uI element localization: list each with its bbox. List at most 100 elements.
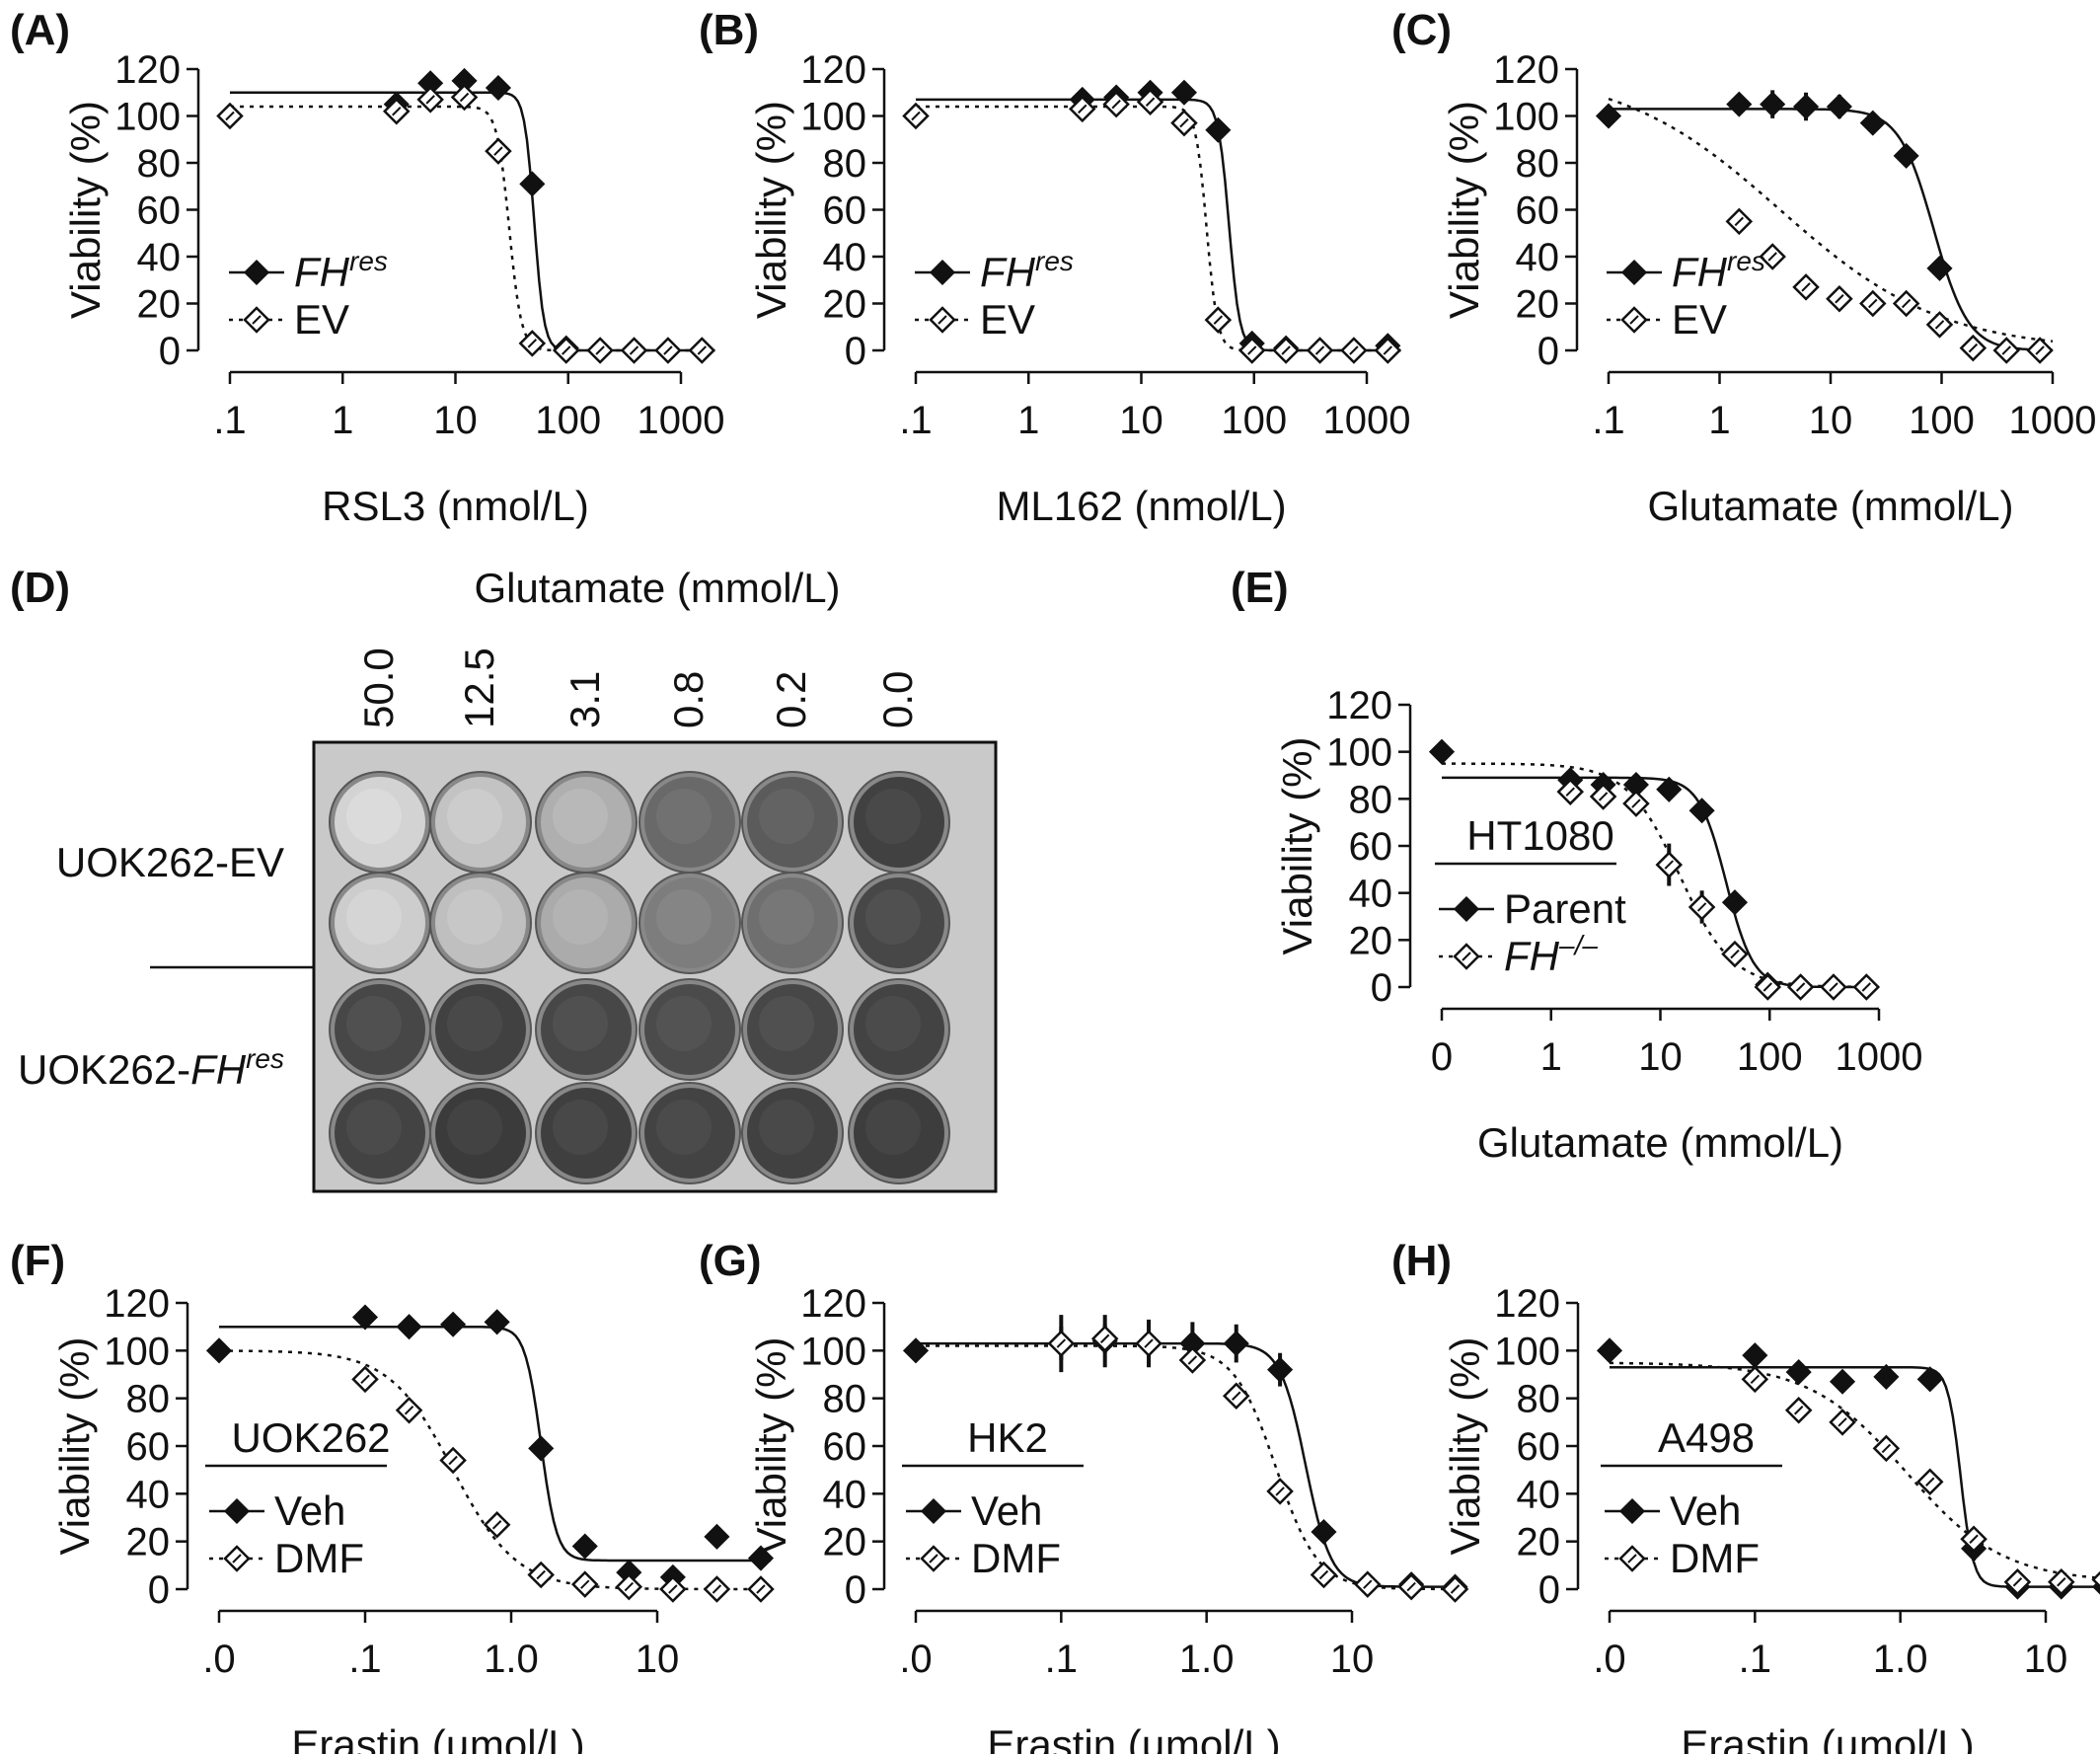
marker-cross-stroke: [1664, 860, 1674, 870]
marker-cross-stroke: [1934, 320, 1945, 330]
well-highlight: [656, 889, 712, 945]
x-tick-label: 10: [433, 399, 478, 442]
well: [747, 1088, 838, 1179]
legend-entry: FHres: [294, 246, 388, 295]
x-tick-label: 1: [1017, 399, 1039, 442]
marker-cross-stroke: [1247, 345, 1257, 355]
panel-label: (C): [1391, 6, 1452, 54]
marker-cross-stroke: [562, 345, 571, 355]
legend-title: HT1080: [1466, 812, 1613, 859]
legend-entry: EV: [1672, 296, 1727, 343]
y-tick-label: 60: [1516, 190, 1560, 233]
y-tick-label: 80: [823, 142, 867, 186]
marker-filled-diamond: [1792, 93, 1820, 120]
well-highlight: [346, 1100, 402, 1155]
marker-filled-diamond: [1785, 1359, 1812, 1386]
marker-filled-diamond: [1656, 776, 1683, 802]
plate-row-label-ev: UOK262-EV: [56, 839, 284, 885]
well: [854, 984, 944, 1075]
marker-cross-stroke: [1450, 1584, 1461, 1594]
marker-cross-stroke: [1762, 982, 1772, 992]
well-highlight: [346, 996, 402, 1051]
legend-entry: FH–/–: [1504, 930, 1598, 979]
x-tick-label: .0: [899, 1638, 932, 1681]
legend-entry-sup: res: [1727, 246, 1765, 276]
marker-filled-diamond: [223, 1497, 251, 1525]
y-tick-label: 20: [1349, 919, 1393, 962]
marker-cross-stroke: [392, 107, 402, 116]
legend-entry-sup: –/–: [1558, 930, 1598, 960]
panel-label: (G): [699, 1237, 762, 1285]
x-tick-label: 10: [1809, 399, 1853, 442]
marker-cross-stroke: [1318, 1569, 1329, 1580]
marker-cross-stroke: [1968, 343, 1979, 353]
marker-cross-stroke: [1801, 282, 1811, 292]
x-tick-label: 10: [1330, 1638, 1375, 1681]
marker-cross-stroke: [1627, 1554, 1637, 1563]
marker-cross-stroke: [911, 111, 921, 121]
y-tick-label: 40: [1349, 873, 1393, 916]
marker-cross-stroke: [493, 146, 503, 156]
well: [335, 1088, 425, 1179]
marker-cross-stroke: [1565, 787, 1575, 797]
marker-filled-diamond: [440, 1311, 467, 1337]
well-highlight: [759, 996, 814, 1051]
fit-curve: [230, 105, 715, 352]
marker-cross-stroke: [1629, 315, 1639, 325]
well: [435, 984, 526, 1075]
well: [854, 777, 944, 868]
marker-cross-stroke: [712, 1584, 722, 1594]
well: [335, 984, 425, 1075]
well-highlight: [447, 789, 502, 844]
marker-cross-stroke: [756, 1584, 766, 1594]
y-tick-label: 20: [823, 1521, 867, 1564]
marker-cross-stroke: [404, 1406, 414, 1415]
x-axis-label: Glutamate (mmol/L): [1647, 483, 2013, 529]
well-highlight: [553, 889, 608, 945]
well: [541, 984, 632, 1075]
marker-filled-diamond: [1873, 1363, 1900, 1390]
y-tick-label: 20: [126, 1521, 171, 1564]
marker-cross-stroke: [491, 1520, 502, 1530]
marker-cross-stroke: [624, 1581, 635, 1592]
marker-cross-stroke: [425, 95, 435, 105]
well-highlight: [656, 996, 712, 1051]
marker-filled-diamond: [1926, 255, 1953, 281]
y-tick-label: 80: [137, 142, 182, 186]
marker-filled-diamond: [351, 1304, 379, 1331]
well: [747, 984, 838, 1075]
well-highlight: [553, 996, 608, 1051]
legend-entry: FHres: [1672, 246, 1765, 295]
y-tick-label: 100: [104, 1330, 170, 1373]
marker-cross-stroke: [527, 339, 538, 348]
plate-column-label: 0.8: [665, 671, 712, 728]
marker-cross-stroke: [1793, 1406, 1804, 1415]
legend-entry-sup: res: [1035, 246, 1074, 276]
marker-filled-diamond: [528, 1435, 555, 1462]
plate-row-label-fh: UOK262-FHres: [18, 1043, 284, 1093]
marker-cross-stroke: [929, 1554, 938, 1563]
panel-label: (E): [1231, 564, 1289, 612]
y-tick-label: 120: [1494, 1282, 1560, 1326]
marker-cross-stroke: [1925, 1477, 1935, 1487]
x-tick-label: 1000: [638, 399, 725, 442]
y-tick-label: 80: [1517, 1378, 1561, 1421]
marker-filled-diamond: [1223, 1331, 1249, 1357]
plate-photo: (D) Glutamate (mmol/L) 50.0 12.5 3.1 0.8 0.2…: [10, 564, 998, 1193]
marker-filled-diamond: [1205, 116, 1232, 143]
y-tick-label: 100: [1493, 96, 1559, 139]
x-axis-label: RSL3 (nmol/L): [322, 483, 589, 529]
marker-filled-diamond: [747, 1545, 775, 1571]
marker-cross-stroke: [668, 1584, 678, 1594]
marker-filled-diamond: [1428, 738, 1456, 765]
well-highlight: [865, 996, 921, 1051]
plate-column-label: 3.1: [562, 671, 608, 728]
marker-filled-diamond: [1826, 93, 1852, 120]
marker-cross-stroke: [2035, 345, 2045, 355]
y-axis-label: Viability (%): [1442, 1337, 1488, 1556]
